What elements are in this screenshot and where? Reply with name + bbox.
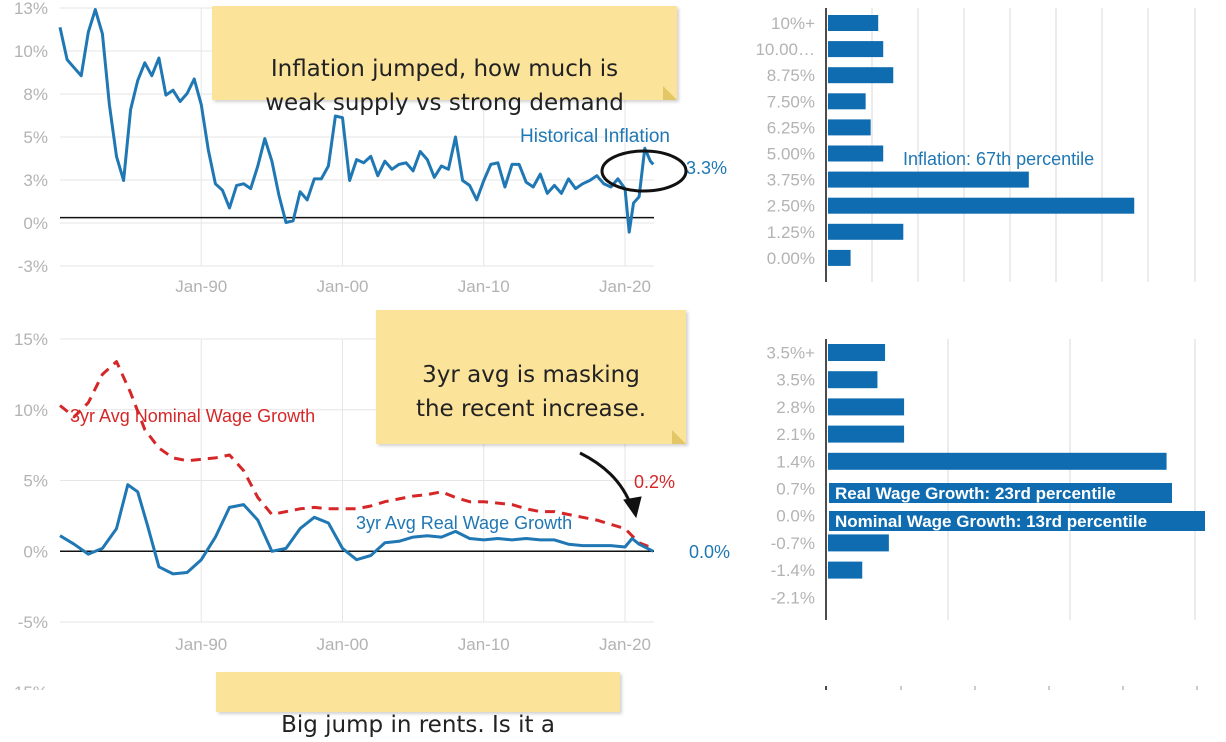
wage-dist-bar bbox=[828, 344, 886, 361]
end-value-label: 0.2% bbox=[634, 472, 675, 492]
inflation-dist-bar bbox=[828, 67, 894, 84]
wage-dist-bar bbox=[828, 398, 905, 416]
inflation-dist-bar bbox=[828, 93, 866, 110]
inflation-y-tick-label: 5% bbox=[23, 128, 48, 147]
inflation-series-line-0 bbox=[58, 8, 655, 234]
inflation-dist-bar bbox=[828, 145, 884, 162]
wage-dist-category-label: -1.4% bbox=[771, 561, 815, 580]
wage-y-tick-label: -5% bbox=[18, 613, 48, 632]
inflation-dist-bar bbox=[828, 197, 1135, 214]
inflation-dist-bar bbox=[828, 119, 871, 136]
inflation-y-tick-label: 8% bbox=[23, 85, 48, 104]
inflation-dist-category-label: 6.25% bbox=[767, 118, 815, 137]
inflation-x-tick-label: Jan-20 bbox=[599, 277, 651, 296]
inflation-dist-category-label: 2.50% bbox=[767, 197, 815, 216]
wage-dist-bar bbox=[828, 425, 905, 443]
wage-dist-category-label: 0.7% bbox=[776, 480, 815, 499]
inflation-dist-category-label: 8.75% bbox=[767, 66, 815, 85]
inflation-y-tick-label: 0% bbox=[23, 214, 48, 233]
inflation-dist-category-label: 3.75% bbox=[767, 171, 815, 190]
percentile-annotation: Inflation: 67th percentile bbox=[903, 149, 1094, 169]
wage-dist-category-label: 1.4% bbox=[776, 452, 815, 471]
inflation-dist-bar bbox=[828, 171, 1029, 188]
percentile-annotation: Real Wage Growth: 23rd percentile bbox=[835, 484, 1116, 503]
wages-note-text: 3yr avg is masking the recent increase. bbox=[415, 362, 647, 422]
wage-dist-category-label: 2.8% bbox=[776, 398, 815, 417]
inflation-dist-category-label: 1.25% bbox=[767, 223, 815, 242]
wage-dist-category-label: 3.5% bbox=[776, 371, 815, 390]
wage-x-tick-label: Jan-00 bbox=[317, 635, 369, 654]
rents-sticky-note: Big jump in rents. Is it a bbox=[216, 672, 620, 738]
inflation-dist-category-label: 5.00% bbox=[767, 145, 815, 164]
wage-dist-bar bbox=[828, 534, 889, 552]
wage-y-tick-label: 10% bbox=[14, 401, 48, 420]
note-curl-icon bbox=[663, 86, 677, 100]
inflation-dist-category-label: 0.00% bbox=[767, 249, 815, 268]
inflation-dist-category-label: 10.00… bbox=[755, 40, 815, 59]
wage-dist-bar bbox=[828, 452, 1167, 470]
wage-dist-category-label: -2.1% bbox=[771, 588, 815, 607]
end-value-label: 3.3% bbox=[686, 158, 727, 178]
wages-sticky-note: 3yr avg is masking the recent increase. bbox=[376, 310, 686, 444]
wage-dist-category-label: -0.7% bbox=[771, 534, 815, 553]
wage-x-tick-label: Jan-20 bbox=[599, 635, 651, 654]
highlight-circle bbox=[600, 149, 688, 193]
wage-dist-category-label: 2.1% bbox=[776, 425, 815, 444]
percentile-annotation-bg bbox=[829, 511, 1205, 531]
inflation-x-tick-label: Jan-90 bbox=[175, 277, 227, 296]
wage-y-tick-label: 15% bbox=[14, 330, 48, 349]
series-label-historical-inflation: Historical Inflation bbox=[520, 126, 670, 147]
inflation-y-tick-label: 13% bbox=[14, 0, 48, 18]
inflation-y-tick-label: -3% bbox=[18, 257, 48, 276]
wage-x-tick-label: Jan-90 bbox=[175, 635, 227, 654]
inflation-dist-category-label: 7.50% bbox=[767, 92, 815, 111]
wage-y-tick-label: 0% bbox=[23, 542, 48, 561]
end-value-label: 0.0% bbox=[689, 542, 730, 562]
wage-dist-category-label: 3.5%+ bbox=[766, 344, 815, 363]
inflation-dist-category-label: 10%+ bbox=[771, 14, 815, 33]
wage-dist-category-label: 0.0% bbox=[776, 507, 815, 526]
wage-dist-bar bbox=[828, 561, 863, 579]
inflation-x-tick-label: Jan-00 bbox=[317, 277, 369, 296]
inflation-dist-bar bbox=[828, 41, 884, 58]
inflation-y-tick-label: 10% bbox=[14, 42, 48, 61]
note-curl-icon bbox=[672, 430, 686, 444]
wage-series-line-1 bbox=[59, 483, 654, 576]
percentile-annotation-bg bbox=[829, 483, 1172, 503]
series-label-nominal-wage: 3yr Avg Nominal Wage Growth bbox=[70, 406, 315, 426]
inflation-dist-bar bbox=[828, 223, 904, 240]
percentile-annotation: Nominal Wage Growth: 13rd percentile bbox=[835, 512, 1147, 531]
inflation-sticky-note: Inflation jumped, how much is weak suppl… bbox=[212, 6, 677, 116]
wage-y-tick-label: 5% bbox=[23, 472, 48, 491]
rents-y-tick-label: 15% bbox=[14, 683, 48, 690]
wage-dist-bar bbox=[828, 371, 878, 389]
wage-x-tick-label: Jan-10 bbox=[458, 635, 510, 654]
rents-note-text: Big jump in rents. Is it a bbox=[281, 712, 555, 738]
inflation-note-text: Inflation jumped, how much is weak suppl… bbox=[265, 56, 624, 116]
wage-series-line-0 bbox=[59, 360, 654, 550]
inflation-dist-bar bbox=[828, 249, 851, 266]
inflation-y-tick-label: 3% bbox=[23, 171, 48, 190]
pointer-arrow-head bbox=[623, 496, 642, 519]
inflation-dist-bar bbox=[828, 15, 879, 31]
inflation-x-tick-label: Jan-10 bbox=[458, 277, 510, 296]
series-label-real-wage: 3yr Avg Real Wage Growth bbox=[356, 513, 572, 533]
dashboard-canvas: 13% 10% 8% 5% 3% 0% -3% Jan-90 Jan-00 Jan-10 Jan-2… bbox=[14, 0, 1205, 690]
